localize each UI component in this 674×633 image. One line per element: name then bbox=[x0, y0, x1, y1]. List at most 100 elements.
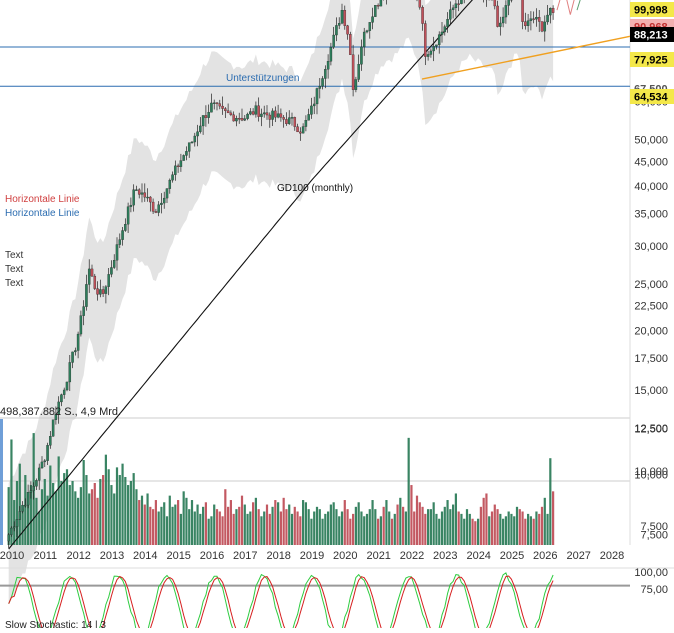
volume-bar bbox=[224, 489, 226, 545]
x-tick-label: 2024 bbox=[466, 550, 490, 562]
candle-body bbox=[341, 10, 343, 23]
volume-bar bbox=[41, 489, 43, 545]
volume-bar bbox=[146, 493, 148, 545]
volume-bar bbox=[408, 438, 410, 545]
volume-bar bbox=[269, 514, 271, 545]
candle-body bbox=[46, 445, 48, 460]
candle-body bbox=[374, 5, 376, 16]
x-tick-label: 2022 bbox=[400, 550, 424, 562]
candle-body bbox=[330, 47, 332, 61]
volume-bar bbox=[299, 516, 301, 545]
support-annotation[interactable]: Unterstützungen bbox=[226, 73, 299, 84]
text-annotation-2[interactable]: Text bbox=[5, 264, 24, 275]
candle-body bbox=[121, 231, 123, 240]
candle-body bbox=[299, 132, 301, 133]
volume-bar bbox=[174, 505, 176, 545]
volume-bar bbox=[91, 489, 93, 545]
volume-bar bbox=[105, 455, 107, 545]
candle-body bbox=[541, 21, 543, 31]
candle-body bbox=[224, 109, 226, 111]
candle-body bbox=[30, 491, 32, 493]
candle-body bbox=[302, 127, 304, 134]
volume-bar bbox=[499, 514, 501, 545]
candle-body bbox=[185, 151, 187, 155]
volume-bar bbox=[60, 481, 62, 545]
candle-body bbox=[241, 118, 243, 120]
x-tick-label: 2018 bbox=[266, 550, 290, 562]
volume-bar bbox=[210, 516, 212, 545]
candle-body bbox=[19, 511, 21, 519]
volume-bar bbox=[346, 509, 348, 545]
volume-bar bbox=[141, 496, 143, 545]
candle-body bbox=[316, 88, 318, 103]
volume-bar bbox=[321, 519, 323, 545]
volume-bar bbox=[116, 467, 118, 545]
candle-body bbox=[85, 284, 87, 306]
volume-bar bbox=[69, 485, 71, 545]
candle-body bbox=[152, 202, 154, 211]
candle-body bbox=[191, 142, 193, 143]
legend-red-line[interactable]: Horizontale Linie bbox=[5, 194, 80, 205]
candle-body bbox=[502, 17, 504, 23]
volume-bar bbox=[152, 509, 154, 545]
candle-body bbox=[127, 207, 129, 224]
volume-bar bbox=[474, 521, 476, 545]
volume-bar bbox=[508, 512, 510, 546]
candle-body bbox=[269, 115, 271, 119]
volume-bar bbox=[446, 500, 448, 545]
volume-bar bbox=[144, 505, 146, 545]
volume-bar bbox=[260, 516, 262, 545]
candle-body bbox=[94, 276, 96, 289]
volume-bar bbox=[280, 512, 282, 546]
x-tick-label: 2010 bbox=[0, 550, 24, 562]
candle-body bbox=[116, 245, 118, 261]
volume-label: 498,387.882 S., 4,9 Mrd. bbox=[0, 406, 121, 418]
candle-body bbox=[249, 112, 251, 115]
candle-body bbox=[333, 35, 335, 47]
x-tick-label: 2015 bbox=[166, 550, 190, 562]
candle-body bbox=[35, 480, 37, 486]
volume-bar bbox=[80, 487, 82, 545]
candle-body bbox=[363, 32, 365, 47]
candle-body bbox=[235, 118, 237, 121]
volume-bar bbox=[538, 514, 540, 545]
candle-body bbox=[327, 61, 329, 69]
legend-blue-line[interactable]: Horizontale Linie bbox=[5, 208, 80, 219]
volume-bar bbox=[360, 512, 362, 546]
candle-body bbox=[285, 119, 287, 123]
volume-bar bbox=[491, 512, 493, 546]
volume-bar bbox=[302, 500, 304, 545]
volume-bar bbox=[158, 512, 160, 546]
volume-bar bbox=[155, 500, 157, 545]
volume-bar bbox=[327, 512, 329, 546]
candle-body bbox=[216, 103, 218, 104]
volume-bar bbox=[438, 519, 440, 545]
volume-bar bbox=[227, 507, 229, 545]
text-annotation-3[interactable]: Text bbox=[5, 278, 24, 289]
candle-body bbox=[552, 8, 554, 13]
volume-bar bbox=[202, 507, 204, 545]
candle-body bbox=[52, 420, 54, 436]
candle-body bbox=[135, 190, 137, 191]
x-tick-label: 2011 bbox=[33, 550, 57, 562]
y-tick-label: 15,000 bbox=[634, 385, 668, 397]
candle-body bbox=[149, 197, 151, 202]
candle-body bbox=[496, 6, 498, 27]
volume-bar bbox=[235, 509, 237, 545]
candle-body bbox=[10, 528, 12, 535]
candle-body bbox=[141, 193, 143, 195]
candle-body bbox=[280, 114, 282, 118]
x-tick-label: 2014 bbox=[133, 550, 157, 562]
volume-bar bbox=[394, 514, 396, 545]
volume-bar bbox=[385, 500, 387, 545]
stoch-tick-label: 100,00 bbox=[634, 567, 668, 579]
volume-bar bbox=[552, 491, 554, 545]
ma-annotation[interactable]: GD100 (monthly) bbox=[277, 183, 353, 194]
volume-bar bbox=[341, 512, 343, 546]
volume-bar bbox=[549, 458, 551, 545]
volume-bar bbox=[35, 498, 37, 545]
text-annotation-1[interactable]: Text bbox=[5, 250, 24, 261]
volume-bar bbox=[171, 507, 173, 545]
volume-bar bbox=[338, 516, 340, 545]
